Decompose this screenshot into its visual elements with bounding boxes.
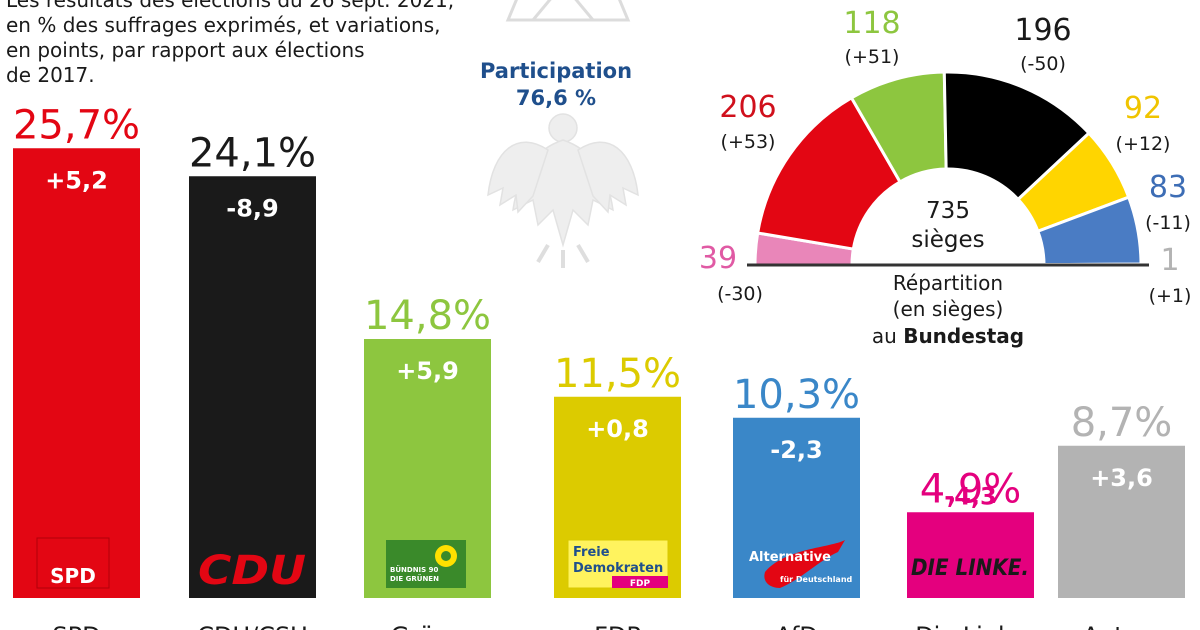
bar-change-label: -4,3 — [944, 482, 996, 510]
seat-count-label: 206 — [719, 90, 776, 125]
spd-logo-text: SPD — [50, 564, 96, 588]
bar-spd — [13, 148, 140, 598]
bar-value-label: 11,5% — [554, 351, 681, 397]
participation-value: 76,6 % — [515, 86, 597, 110]
afd-logo-text: Alternative — [749, 550, 831, 565]
afd-logo-text: für Deutschland — [780, 575, 853, 584]
bar-value-label: 14,8% — [364, 293, 491, 339]
fdp-logo-text: FDP — [630, 579, 651, 589]
intro-line: de 2017. — [6, 63, 95, 87]
total-seats: 735 — [926, 198, 970, 224]
seat-change-label: (+12) — [1116, 133, 1171, 155]
seat-change-label: (-50) — [1020, 53, 1066, 75]
bar-category-label: Die Linke — [915, 622, 1026, 630]
seat-count-label: 83 — [1149, 170, 1187, 205]
total-seats-label: sièges — [911, 227, 984, 253]
bar-change-label: +0,8 — [586, 415, 649, 443]
bar-cducsu — [189, 176, 316, 598]
bar-category-label: CDU/CSU — [197, 622, 307, 630]
seat-change-label: (+53) — [721, 131, 776, 153]
bar-dielinke — [907, 512, 1034, 598]
seat-count-label: 92 — [1124, 91, 1162, 126]
seat-change-label: (-30) — [717, 283, 763, 305]
seat-change-label: (-11) — [1145, 212, 1191, 234]
fdp-logo-text: Demokraten — [573, 561, 663, 576]
intro-text: Les résultats des élections du 26 sept. … — [6, 0, 476, 88]
intro-line: en % des suffrages exprimés, et variatio… — [6, 13, 441, 37]
seat-count-label: 196 — [1014, 13, 1071, 48]
seat-count-label: 118 — [843, 6, 900, 41]
gruene-logo-text: BÜNDNIS 90 — [390, 565, 439, 574]
hemicycle-caption: (en sièges) — [893, 297, 1004, 321]
bar-value-label: 4,9% — [920, 466, 1022, 512]
bar-category-label: AfD — [775, 622, 818, 630]
afd-logo-swoosh — [764, 540, 845, 588]
bar-value-label: 10,3% — [733, 372, 860, 418]
intro-line: Les résultats des élections du 26 sept. … — [6, 0, 455, 12]
bar-change-label: -2,3 — [770, 436, 822, 464]
cdu-logo: CDU — [198, 548, 306, 594]
bar-change-label: +5,9 — [396, 357, 459, 385]
bundestag-eagle-icon — [487, 0, 639, 268]
intro-line: en points, par rapport aux élections — [6, 38, 365, 62]
bar-category-label: FDP — [594, 622, 641, 630]
seat-count-label: 39 — [699, 241, 737, 276]
seat-change-label: (+1) — [1149, 285, 1192, 307]
hemicycle-caption: au Bundestag — [872, 324, 1024, 348]
fdp-logo-stripe — [612, 576, 668, 588]
bar-category-label: Grüne — [391, 622, 465, 630]
hemicycle-caption: Répartition — [893, 271, 1003, 295]
bar-autres — [1058, 445, 1185, 598]
participation-label: Participation — [479, 59, 633, 83]
bar-change-label: -8,9 — [226, 194, 278, 222]
bar-change-label: +3,6 — [1090, 464, 1153, 492]
sunflower-center-icon — [441, 551, 451, 561]
seat-count-label: 1 — [1160, 243, 1179, 278]
fdp-logo-text: Freie — [573, 545, 610, 560]
bar-value-label: 8,7% — [1071, 400, 1173, 446]
bar-value-label: 25,7% — [13, 102, 140, 148]
seat-change-label: (+51) — [845, 46, 900, 68]
spd-logo — [36, 537, 110, 589]
participation: Participation 76,6 % — [466, 58, 646, 112]
gruene-logo-text: DIE GRÜNEN — [390, 574, 439, 583]
bar-change-label: +5,2 — [45, 166, 108, 194]
bar-category-label: Autres — [1083, 622, 1161, 630]
linke-logo: DIE LINKE. — [911, 556, 1029, 581]
bar-value-label: 24,1% — [189, 130, 316, 176]
bar-category-label: SPD — [52, 622, 100, 630]
